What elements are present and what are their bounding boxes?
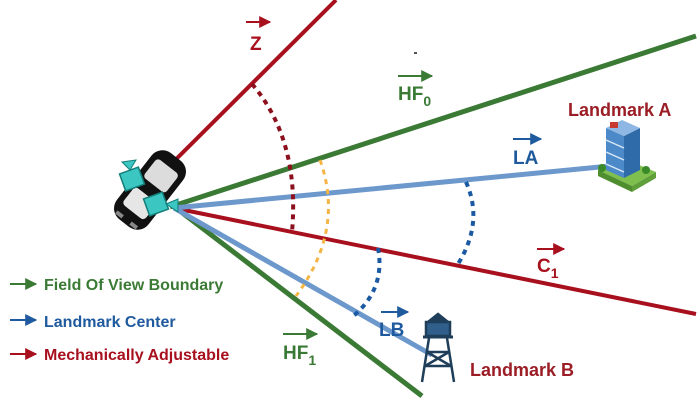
svg-text:C1: C1 (537, 256, 559, 281)
svg-text:HF1: HF1 (283, 343, 316, 368)
hf1-label-sub: 1 (308, 352, 316, 368)
z-vector-label: Z (246, 16, 272, 55)
la-vector-label: LA (513, 133, 543, 169)
office-building-icon (598, 120, 656, 192)
lb-center-line (172, 205, 434, 358)
legend-label: Landmark Center (44, 314, 176, 331)
c1-to-lb-angle-arc (349, 247, 382, 320)
speck-mark (414, 52, 417, 54)
legend-item-mechanically-adjustable: Mechanically Adjustable (10, 347, 229, 364)
z-to-hf0-angle-arc (250, 82, 296, 233)
hf1-vector-label: HF1 (283, 328, 319, 368)
c1-vector-label: C1 (537, 243, 566, 281)
la-to-c1-angle-arc (456, 181, 476, 266)
lb-label-text: LB (379, 320, 404, 341)
hf0-label-sub: 0 (423, 93, 431, 109)
legend-label: Field Of View Boundary (44, 277, 223, 294)
svg-text:HF0: HF0 (398, 84, 431, 109)
c1-label-text: C (537, 256, 551, 277)
legend-item-fov-boundary: Field Of View Boundary (10, 277, 223, 294)
legend-label: Mechanically Adjustable (44, 347, 229, 364)
landmark-b-label: Landmark B (470, 360, 574, 380)
c1-label-sub: 1 (551, 265, 559, 281)
camera-top-icon (118, 159, 146, 192)
hf1-boundary-line (174, 206, 424, 398)
hf0-to-hf1-angle-arc (294, 159, 330, 297)
hf0-boundary-line (169, 33, 697, 210)
legend: Field Of View Boundary Landmark Center M… (10, 277, 229, 364)
la-center-line (173, 163, 611, 211)
lb-vector-label: LB (379, 306, 410, 341)
landmark-a-label: Landmark A (568, 100, 671, 120)
la-label-text: LA (513, 148, 539, 169)
legend-item-landmark-center: Landmark Center (10, 314, 176, 331)
water-tower-icon (420, 312, 456, 383)
hf0-label-text: HF (398, 84, 423, 105)
hf1-label-text: HF (283, 343, 308, 364)
camera-front-icon (142, 191, 179, 217)
z-label-text: Z (250, 34, 262, 55)
c1-adjustable-line (173, 206, 697, 316)
hf0-vector-label: HF0 (398, 70, 434, 109)
